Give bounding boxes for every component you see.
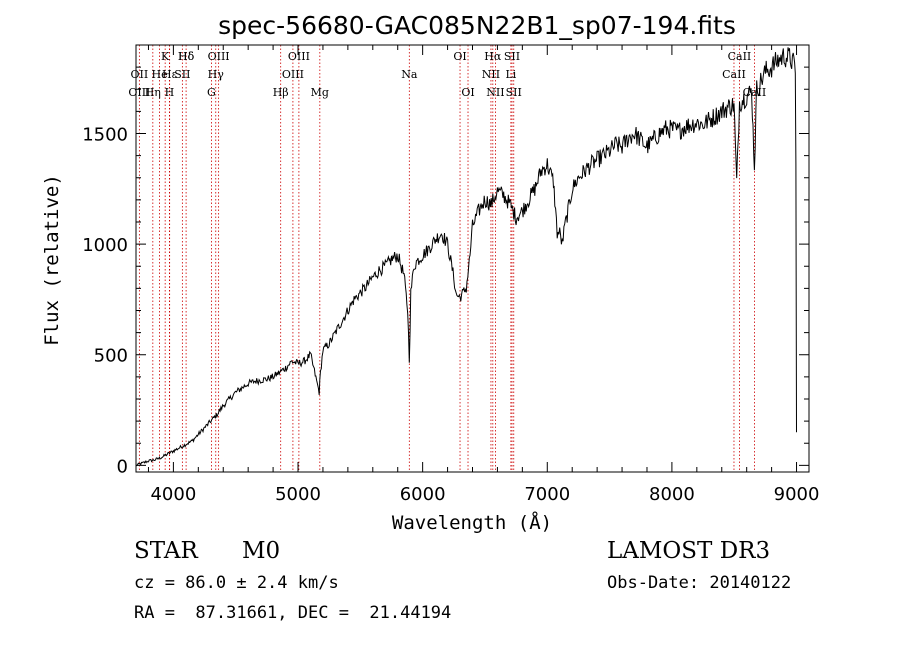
line-label: Hβ [273,86,289,99]
object-class: STAR [134,538,198,564]
line-label: Mg [311,86,329,99]
line-label: OIII [282,68,304,81]
plot-frame [135,44,810,473]
line-label: Hγ [208,68,225,81]
line-label: He [152,68,168,81]
x-tick-label: 7000 [524,484,570,505]
y-axis-label: Flux (relative) [41,174,63,346]
line-label: Hα [484,50,502,63]
line-label: Hδ [178,50,195,63]
line-label: CaII [743,86,767,99]
x-tick-label: 5000 [275,484,321,505]
x-tick-label: 9000 [774,484,820,505]
spectrum-line [135,47,797,467]
line-label: SII [506,86,522,99]
line-label: SII [504,50,520,63]
line-label: OIII [288,50,310,63]
x-tick-label: 8000 [649,484,695,505]
chart-title: spec-56680-GAC085N22B1_sp07-194.fits [218,11,736,40]
x-axis: 4000 5000 6000 7000 8000 9000 [147,45,820,505]
line-label: H [165,86,175,99]
y-tick-label: 1500 [82,124,128,145]
line-label: Hη [145,86,161,99]
line-label: OII [131,68,149,81]
line-label: Li [505,68,516,81]
line-label: OIII [128,86,150,99]
line-label: OIII [208,50,230,63]
emission-line-markers [138,45,755,472]
redshift-cz: cz = 86.0 ± 2.4 km/s [134,573,339,593]
line-label: Na [401,68,418,81]
line-label: CaII [728,50,752,63]
line-label: K [161,50,170,63]
survey-name: LAMOST DR3 [607,538,771,564]
line-label: Hε [162,68,178,81]
object-subclass: M0 [242,538,281,564]
coordinates: RA = 87.31661, DEC = 21.44194 [134,603,452,623]
x-tick-label: 4000 [150,484,196,505]
line-label: G [207,86,216,99]
y-tick-label: 0 [117,456,128,477]
line-label: OI [453,50,466,63]
line-label: NII [482,68,500,81]
observation-date: Obs-Date: 20140122 [607,573,792,593]
line-label: Hδ [178,50,195,63]
y-tick-label: 1000 [82,235,128,256]
line-label: NII [486,86,504,99]
y-axis: 0 500 1000 1500 [82,66,809,477]
x-axis-label: Wavelength (Å) [392,511,552,534]
line-label: OI [461,86,474,99]
line-label: SII [174,68,190,81]
x-tick-label: 6000 [400,484,446,505]
y-tick-label: 500 [94,346,128,367]
line-label: CaII [722,68,746,81]
